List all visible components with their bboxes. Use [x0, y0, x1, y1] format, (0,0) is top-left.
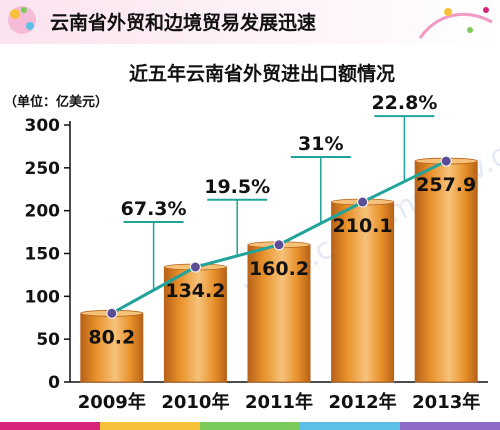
header-decoration — [8, 6, 36, 34]
growth-label-2: 31% — [298, 133, 343, 155]
header-flourish — [418, 7, 493, 39]
x-tick-label-4: 2013年 — [412, 391, 480, 413]
bar-0 — [80, 312, 144, 383]
line-marker-1 — [189, 261, 201, 273]
header-title: 云南省外贸和边境贸易发展迅速 — [50, 11, 316, 34]
y-tick-label: 200 — [25, 202, 61, 222]
line-marker-3 — [357, 196, 369, 208]
y-tick-label: 100 — [25, 287, 61, 307]
bar-2 — [247, 244, 311, 383]
x-tick-label-2: 2011年 — [245, 391, 313, 413]
growth-label-0: 67.3% — [121, 198, 187, 220]
bar-4 — [414, 160, 478, 383]
bar-1 — [163, 266, 227, 383]
value-label-4: 257.9 — [416, 174, 476, 196]
line-marker-0 — [106, 307, 118, 319]
x-tick-label-3: 2012年 — [329, 391, 397, 413]
chart-title: 近五年云南省外贸进出口额情况 — [129, 62, 395, 85]
header-band — [0, 0, 500, 44]
growth-label-3: 22.8% — [371, 92, 437, 114]
growth-annotations: 67.3% 19.5% 31% 22.8% — [121, 92, 437, 291]
value-label-3: 210.1 — [333, 215, 393, 237]
x-tick-label-1: 2010年 — [161, 391, 229, 413]
value-label-2: 160.2 — [249, 258, 309, 280]
y-tick-label: 0 — [48, 373, 60, 393]
y-tick-label: 300 — [25, 116, 61, 136]
growth-label-1: 19.5% — [204, 176, 270, 198]
value-label-1: 134.2 — [165, 280, 225, 302]
y-tick-label: 250 — [25, 159, 61, 179]
growth-line — [106, 155, 452, 319]
y-tick-label: 150 — [25, 245, 61, 265]
x-axis: 2009年 2010年 2011年 2012年 2013年 — [78, 391, 481, 413]
y-tick-label: 50 — [36, 330, 60, 350]
value-label-0: 80.2 — [88, 326, 135, 348]
bottom-strip — [0, 422, 500, 430]
line-marker-4 — [440, 155, 452, 167]
value-labels: 80.2 134.2 160.2 210.1 257.9 — [88, 174, 476, 348]
line-marker-2 — [273, 239, 285, 251]
x-tick-label-0: 2009年 — [78, 391, 146, 413]
unit-label: （单位：亿美元） — [4, 94, 108, 110]
